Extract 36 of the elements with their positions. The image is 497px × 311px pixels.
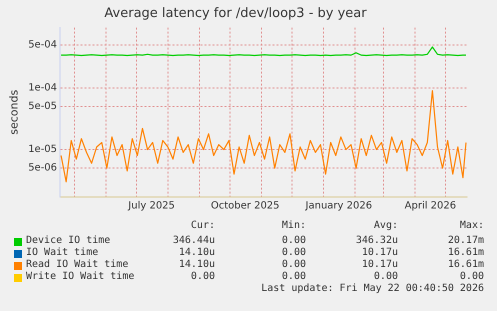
legend-label: Device IO time [26, 235, 110, 246]
text: 0.00 [282, 271, 306, 282]
text: 16.61m [448, 259, 484, 270]
chart-title: Average latency for /dev/loop3 - by year [104, 6, 368, 22]
y-axis-title: seconds [7, 90, 20, 135]
text: 10.17u [362, 259, 398, 270]
text: 20.17m [448, 235, 484, 246]
text: 0.00 [282, 247, 306, 258]
y-tick-label: 5e-06 [28, 162, 58, 174]
legend-label: IO Wait time [26, 247, 98, 258]
x-tick-label: July 2025 [127, 200, 175, 212]
y-tick-label: 5e-05 [28, 101, 58, 112]
x-tick-label: January 2026 [304, 200, 372, 212]
y-tick-label: 1e-05 [28, 144, 58, 156]
text: Last update: Fri May 22 00:40:50 2026 [261, 283, 484, 294]
text: Min: [282, 220, 306, 231]
text: 0.00 [190, 271, 215, 282]
text: Max: [460, 220, 484, 231]
text: 346.32u [356, 235, 398, 246]
text: 0.00 [460, 271, 484, 282]
legend-label: Read IO Wait time [26, 259, 128, 270]
text: 0.00 [282, 259, 306, 270]
x-tick-label: October 2025 [210, 200, 280, 212]
legend-label: Write IO Wait time [26, 271, 134, 282]
x-tick-label: April 2026 [404, 200, 456, 212]
text: 14.10u [178, 247, 215, 258]
text: 16.61m [448, 247, 484, 258]
text: 10.17u [362, 247, 398, 258]
y-tick-label: 5e-04 [28, 39, 58, 50]
text: 0.00 [282, 235, 306, 246]
text: 346.44u [172, 235, 215, 246]
text: Cur: [190, 220, 215, 231]
text: 14.10u [178, 259, 215, 270]
y-tick-label: 1e-04 [28, 82, 58, 94]
text: 0.00 [374, 271, 398, 282]
text: Avg: [374, 220, 398, 231]
